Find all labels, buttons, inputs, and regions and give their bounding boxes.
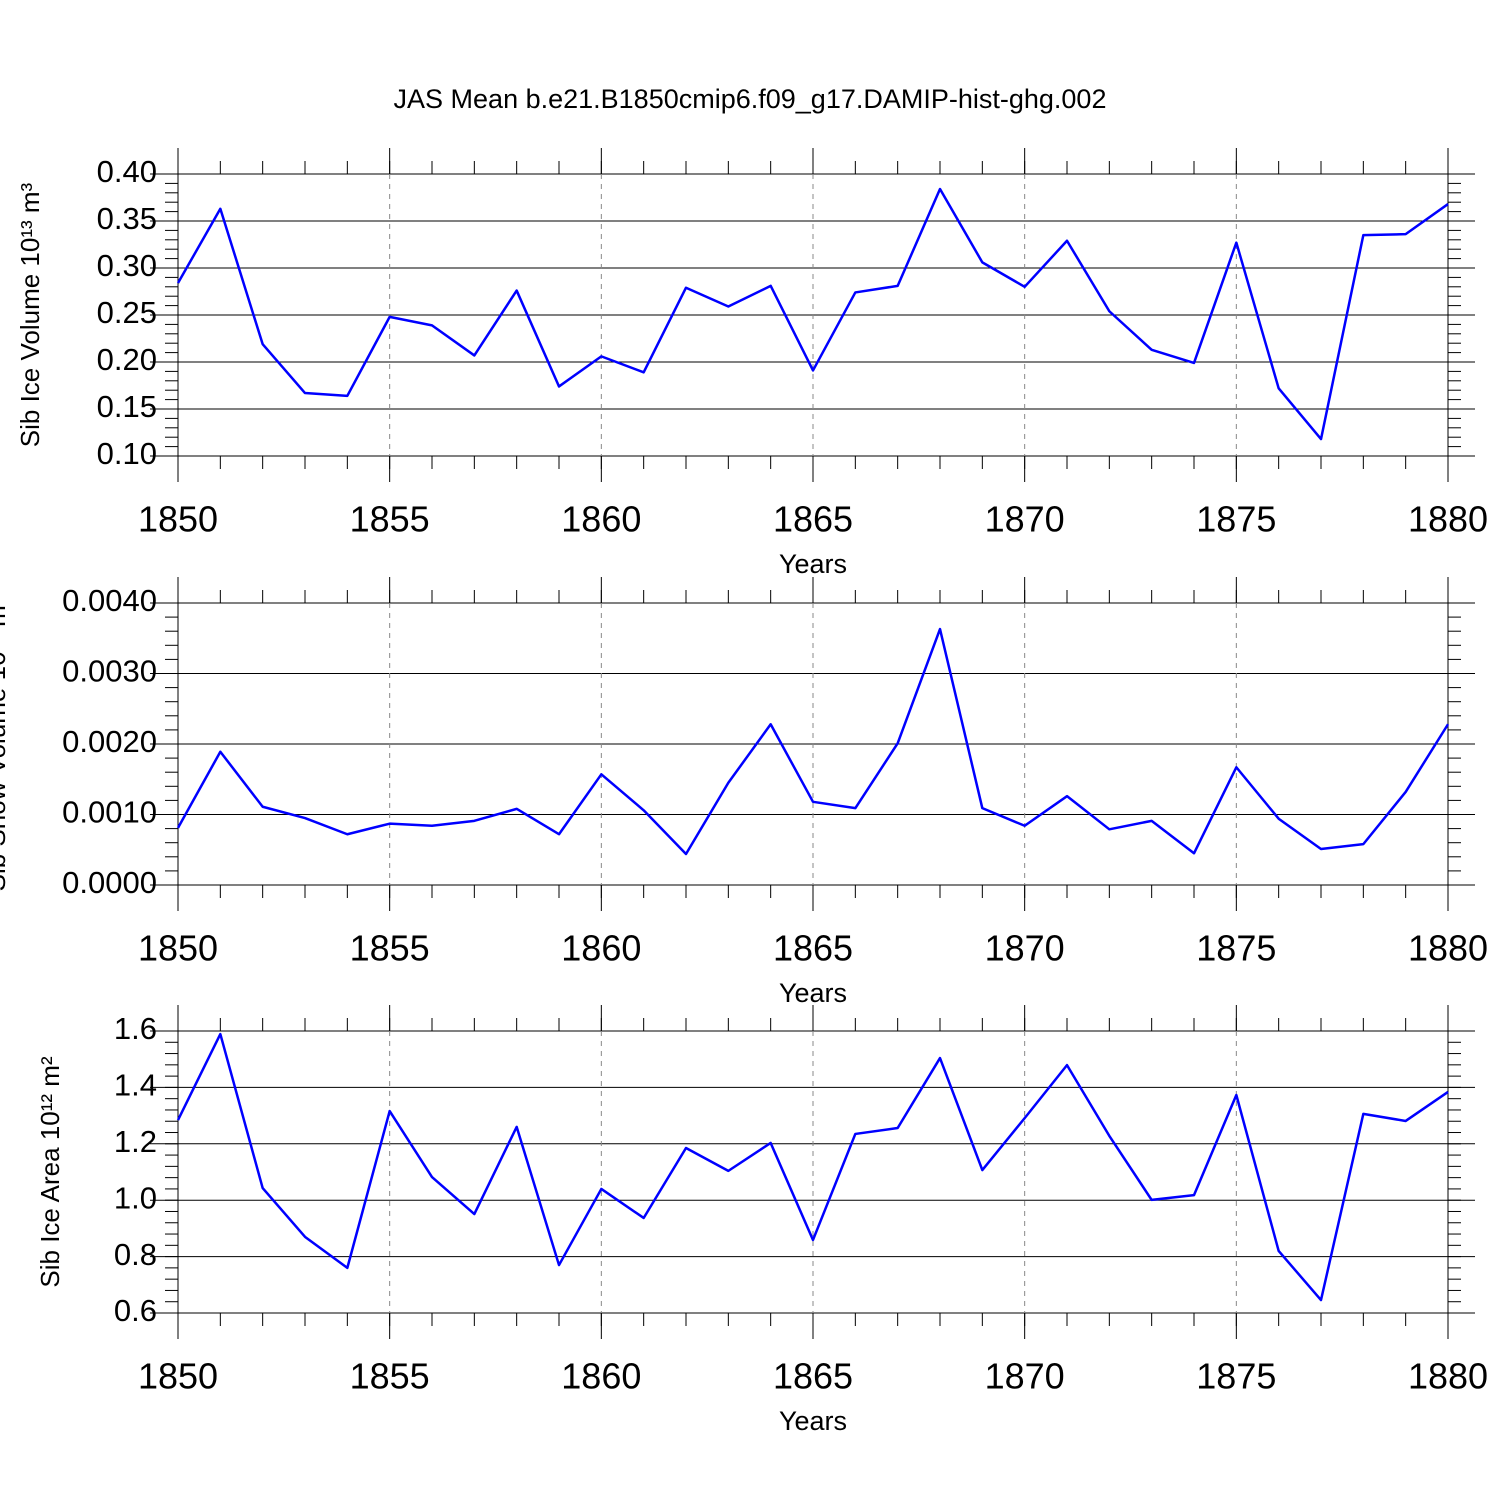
x-tick-label: 1865 (773, 1356, 853, 1397)
series-line (176, 1032, 1449, 1302)
y-tick-label: 0.30 (97, 248, 157, 283)
x-tick-label: 1855 (350, 1356, 430, 1397)
x-tick-label: 1870 (985, 1356, 1065, 1397)
chart-title: JAS Mean b.e21.B1850cmip6.f09_g17.DAMIP-… (394, 84, 1107, 114)
x-axis-label: Years (779, 549, 847, 579)
x-tick-label: 1860 (561, 928, 641, 969)
series-line (176, 627, 1450, 856)
x-axis-label: Years (779, 978, 847, 1008)
y-tick-label: 0.8 (114, 1237, 157, 1272)
y-tick-label: 0.0030 (62, 654, 157, 689)
x-axis-label: Years (779, 1406, 847, 1436)
y-tick-label: 0.0000 (62, 865, 157, 900)
x-tick-label: 1850 (138, 1356, 218, 1397)
y-tick-label: 0.10 (97, 436, 157, 471)
x-tick-label: 1855 (350, 928, 430, 969)
x-tick-label: 1870 (985, 499, 1065, 540)
x-tick-label: 1875 (1196, 1356, 1276, 1397)
y-tick-label: 0.0010 (62, 795, 157, 830)
y-tick-label: 0.0020 (62, 724, 157, 759)
y-axis-label: Sib Ice Area 10¹² m² (35, 1056, 65, 1288)
y-tick-label: 0.0040 (62, 583, 157, 618)
y-tick-label: 0.25 (97, 295, 157, 330)
x-tick-label: 1855 (350, 499, 430, 540)
y-tick-label: 0.35 (97, 201, 157, 236)
y-axis-label: Sib Snow Volume 10¹³ m³ (0, 596, 11, 891)
y-axis-label: Sib Ice Volume 10¹³ m³ (15, 182, 45, 447)
x-tick-label: 1880 (1408, 499, 1488, 540)
x-tick-label: 1880 (1408, 928, 1488, 969)
x-tick-label: 1850 (138, 499, 218, 540)
y-tick-label: 1.0 (114, 1180, 157, 1215)
x-tick-label: 1875 (1196, 499, 1276, 540)
x-tick-label: 1865 (773, 928, 853, 969)
y-tick-label: 1.2 (114, 1124, 157, 1159)
y-tick-label: 0.20 (97, 342, 157, 377)
series-line (176, 187, 1449, 441)
y-tick-label: 0.6 (114, 1293, 157, 1328)
x-tick-label: 1875 (1196, 928, 1276, 969)
y-tick-label: 0.40 (97, 154, 157, 189)
x-tick-label: 1860 (561, 499, 641, 540)
x-tick-label: 1880 (1408, 1356, 1488, 1397)
x-tick-label: 1870 (985, 928, 1065, 969)
x-tick-label: 1865 (773, 499, 853, 540)
x-tick-label: 1860 (561, 1356, 641, 1397)
y-tick-label: 1.4 (114, 1068, 157, 1103)
y-tick-label: 1.6 (114, 1011, 157, 1046)
y-tick-label: 0.15 (97, 389, 157, 424)
x-tick-label: 1850 (138, 928, 218, 969)
